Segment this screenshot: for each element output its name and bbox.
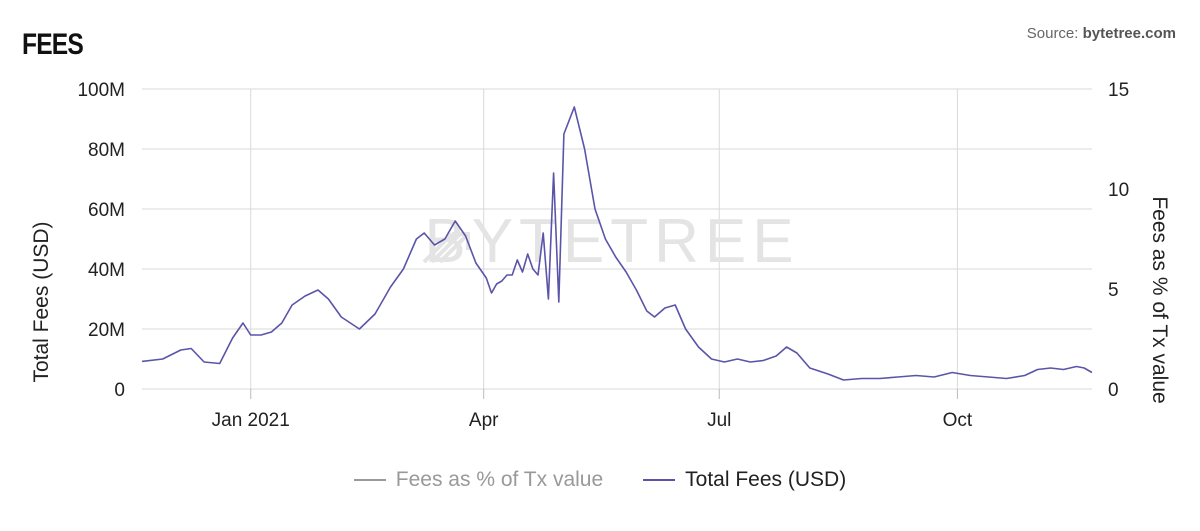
legend-swatch-total-fees bbox=[643, 479, 676, 481]
y-left-tick-label: 80M bbox=[88, 140, 125, 161]
y-right-tick-label: 10 bbox=[1108, 180, 1129, 201]
legend-swatch-fees-pct bbox=[353, 479, 386, 481]
chart-title: FEES bbox=[22, 28, 84, 61]
y-right-tick-label: 15 bbox=[1108, 80, 1129, 101]
y-axis-right-ticks: 0 5 10 15 bbox=[1108, 80, 1129, 401]
y-right-tick-label: 5 bbox=[1108, 280, 1119, 301]
legend-item-fees-pct[interactable]: Fees as % of Tx value bbox=[353, 468, 604, 492]
x-tick-label: Jan 2021 bbox=[212, 410, 290, 431]
x-tick-label: Apr bbox=[469, 410, 499, 431]
y-left-tick-label: 40M bbox=[88, 260, 125, 281]
legend-label-total-fees: Total Fees (USD) bbox=[685, 468, 847, 491]
legend: Fees as % of Tx value Total Fees (USD) bbox=[0, 468, 1200, 492]
legend-item-total-fees[interactable]: Total Fees (USD) bbox=[643, 468, 846, 492]
x-tick-label: Jul bbox=[707, 410, 731, 431]
source-credit: Source: bytetree.com bbox=[1027, 25, 1176, 42]
watermark-text: BYTETREE bbox=[424, 207, 799, 276]
x-tick-label: Oct bbox=[943, 410, 973, 431]
source-prefix: Source: bbox=[1026, 25, 1083, 42]
series-line-total-fees[interactable] bbox=[141, 106, 1093, 381]
bytetree-logo-icon bbox=[422, 232, 470, 264]
y-axis-right-title: Fees as % of Tx value bbox=[1148, 196, 1171, 403]
x-axis-ticks: Jan 2021 Apr Jul Oct bbox=[212, 410, 973, 431]
y-left-tick-label: 60M bbox=[88, 200, 125, 221]
y-right-tick-label: 0 bbox=[1108, 380, 1119, 401]
legend-label-fees-pct: Fees as % of Tx value bbox=[395, 468, 604, 491]
source-link[interactable]: bytetree.com bbox=[1082, 25, 1176, 42]
y-left-tick-label: 20M bbox=[88, 320, 125, 341]
y-left-tick-label: 0 bbox=[114, 380, 125, 401]
y-axis-left-ticks: 0 20M 40M 60M 80M 100M bbox=[77, 80, 125, 401]
y-axis-left-title: Total Fees (USD) bbox=[30, 221, 53, 382]
grid-lines bbox=[142, 88, 1092, 399]
y-left-tick-label: 100M bbox=[77, 80, 125, 101]
